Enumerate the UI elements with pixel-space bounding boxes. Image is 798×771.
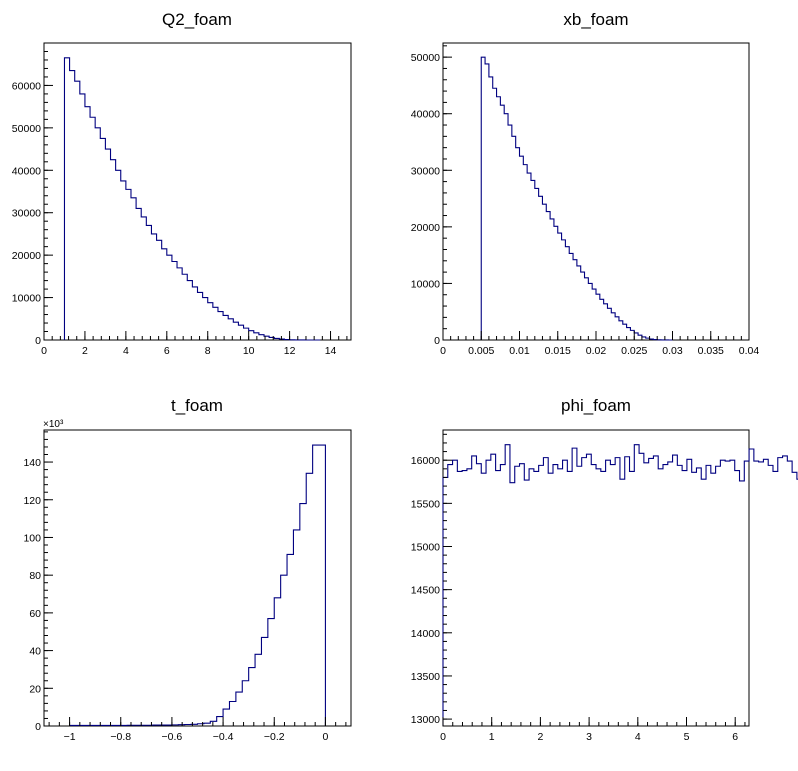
x-tick-label: −0.8 <box>110 731 131 743</box>
x-tick-label: −0.6 <box>162 731 183 743</box>
y-tick-label: 40000 <box>411 109 440 121</box>
pad-q2: Q2_foam 0 2 4 6 8 10 12 14 0 10000 20000 30000 40000… <box>0 0 399 386</box>
x-tick-label: 0.01 <box>509 345 530 357</box>
y-tick-label: 30000 <box>411 165 440 177</box>
y-tick-label: 20000 <box>12 250 41 262</box>
y-tick-label: 120 <box>23 495 41 507</box>
x-tick-label: 0.035 <box>698 345 724 357</box>
histogram-phi-foam: phi_foam 0 1 2 3 4 5 6 13000 13500 14000 14500 1500… <box>411 396 798 743</box>
x-tick-label: 0.02 <box>586 345 607 357</box>
y-tick-label: 30000 <box>12 208 41 220</box>
x-tick-label: 0 <box>41 345 47 357</box>
plot-frame <box>442 429 750 727</box>
histogram-line <box>63 57 321 341</box>
y-tick-label: 60 <box>29 608 41 620</box>
y-tick-label: 10000 <box>411 278 440 290</box>
x-tick-label: 0 <box>322 731 328 743</box>
y-axis-exponent-label: ×10³ <box>43 419 64 430</box>
y-tick-label: 40000 <box>12 165 41 177</box>
y-tick-label: 20 <box>29 683 41 695</box>
chart-title: Q2_foam <box>162 10 232 29</box>
y-tick-label: 80 <box>29 570 41 582</box>
y-tick-label: 140 <box>23 457 41 469</box>
x-tick-label: 6 <box>164 345 170 357</box>
pad-phi: phi_foam 0 1 2 3 4 5 6 13000 13500 14000 14500 1500… <box>399 386 798 771</box>
x-tick-label: 1 <box>489 731 495 743</box>
x-tick-label: −0.2 <box>264 731 285 743</box>
y-tick-label: 14000 <box>411 628 440 640</box>
y-tick-label: 14500 <box>411 585 440 597</box>
y-tick-label: 15000 <box>411 542 440 554</box>
x-tick-label: −0.4 <box>213 731 234 743</box>
y-tick-label: 100 <box>23 532 41 544</box>
x-tick-label: 0.03 <box>662 345 683 357</box>
y-tick-label: 0 <box>434 335 440 347</box>
chart-title: t_foam <box>171 396 223 415</box>
histogram-line <box>69 444 326 726</box>
y-tick-label: 10000 <box>12 293 41 305</box>
x-tick-label: −1 <box>64 731 76 743</box>
x-tick-label: 0.04 <box>739 345 760 357</box>
x-tick-label: 12 <box>284 345 296 357</box>
y-tick-label: 13000 <box>411 714 440 726</box>
histogram-line <box>480 56 673 341</box>
chart-title: phi_foam <box>561 396 631 415</box>
x-tick-label: 5 <box>684 731 690 743</box>
x-tick-label: 0.005 <box>468 345 494 357</box>
x-tick-label: 0 <box>440 345 446 357</box>
histogram-xb-foam: xb_foam 0 0.005 0.01 0.015 0.02 0.025 0.03 0.03… <box>411 10 760 357</box>
x-tick-label: 2 <box>537 731 543 743</box>
plot-frame <box>43 429 352 727</box>
y-tick-label: 0 <box>35 721 41 733</box>
pad-t: t_foam ×10³ −1 −0.8 −0.6 −0.4 −0.2 0 0 20 40 60 80… <box>0 386 399 771</box>
x-tick-label: 4 <box>123 345 129 357</box>
x-tick-label: 0.015 <box>545 345 571 357</box>
x-tick-label: 6 <box>732 731 738 743</box>
x-tick-label: 2 <box>82 345 88 357</box>
x-tick-label: 4 <box>635 731 641 743</box>
x-tick-label: 3 <box>586 731 592 743</box>
x-tick-label: 10 <box>243 345 255 357</box>
y-tick-label: 16000 <box>411 455 440 467</box>
y-tick-label: 20000 <box>411 222 440 234</box>
y-tick-label: 50000 <box>12 123 41 135</box>
y-tick-label: 60000 <box>12 80 41 92</box>
y-tick-label: 13500 <box>411 671 440 683</box>
y-tick-label: 15500 <box>411 498 440 510</box>
histogram-q2-foam: Q2_foam 0 2 4 6 8 10 12 14 0 10000 20000 30000 40000… <box>12 10 352 357</box>
chart-title: xb_foam <box>563 10 628 29</box>
histogram-line <box>442 444 798 726</box>
y-tick-label: 0 <box>35 335 41 347</box>
x-tick-label: 8 <box>205 345 211 357</box>
x-tick-label: 0.025 <box>621 345 647 357</box>
pad-xb: xb_foam 0 0.005 0.01 0.015 0.02 0.025 0.03 0.03… <box>399 0 798 386</box>
x-tick-label: 0 <box>440 731 446 743</box>
y-tick-label: 50000 <box>411 52 440 64</box>
plot-frame <box>43 42 352 341</box>
x-tick-label: 14 <box>325 345 337 357</box>
plot-frame <box>442 42 750 341</box>
histogram-t-foam: t_foam ×10³ −1 −0.8 −0.6 −0.4 −0.2 0 0 20 40 60 80… <box>23 396 352 743</box>
y-tick-label: 40 <box>29 646 41 658</box>
